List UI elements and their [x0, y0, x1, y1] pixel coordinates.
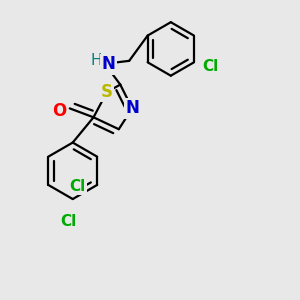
Text: Cl: Cl	[60, 214, 76, 229]
Text: S: S	[101, 83, 113, 101]
Text: H: H	[90, 53, 102, 68]
Text: N: N	[125, 99, 139, 117]
Text: N: N	[101, 56, 115, 74]
Text: O: O	[52, 102, 67, 120]
Text: Cl: Cl	[70, 179, 86, 194]
Text: Cl: Cl	[202, 59, 218, 74]
